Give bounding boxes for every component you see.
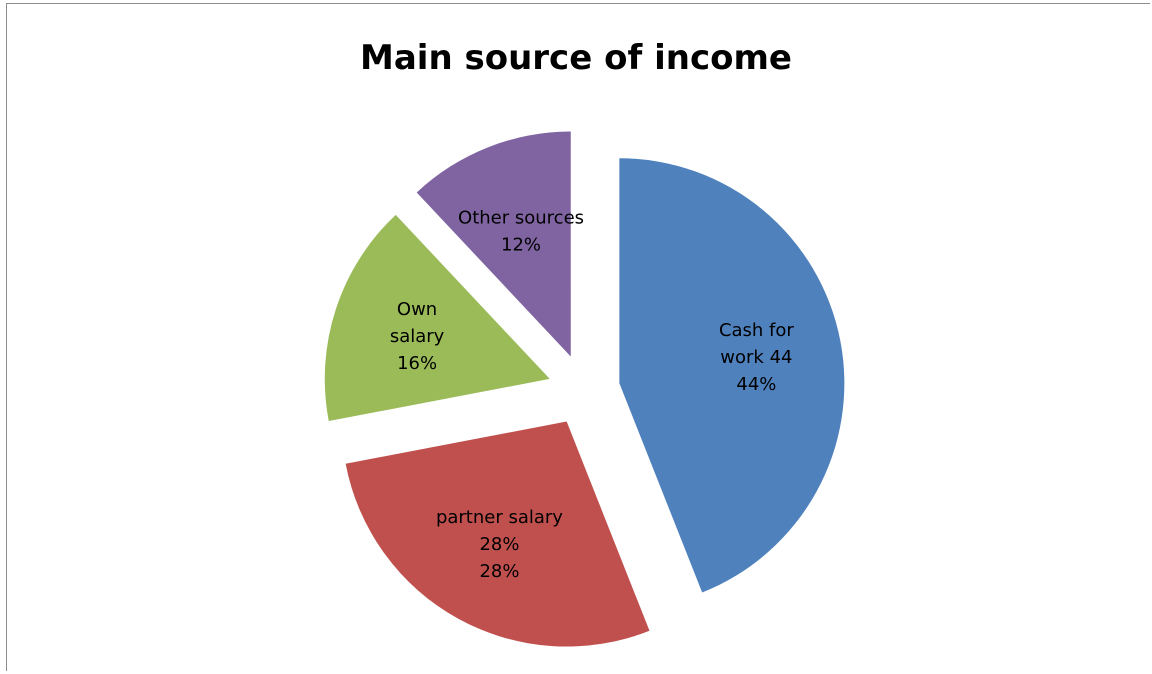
pie-slice-3 <box>324 214 550 422</box>
pie-slice-4 <box>416 131 571 357</box>
pie-slice-1 <box>619 158 845 593</box>
chart-title: Main source of income <box>360 38 792 78</box>
slice-category-label: partner salary 28% <box>436 507 563 555</box>
slice-category-label: Own salary <box>390 299 445 347</box>
slice-percent-label: 12% <box>501 235 541 256</box>
slice-percent-label: 16% <box>397 353 437 374</box>
slice-label-1: Cash for work 44 44% <box>719 320 794 395</box>
slice-label-4: Other sources 12% <box>458 208 584 256</box>
slice-category-label: Cash for work 44 <box>719 320 794 368</box>
slice-percent-label: 44% <box>736 374 776 395</box>
slice-label-3: Own salary 16% <box>390 299 445 374</box>
slice-category-label: Other sources <box>458 208 584 229</box>
slice-percent-label: 28% <box>479 561 519 582</box>
slice-label-2: partner salary 28% 28% <box>436 507 563 582</box>
pie-slice-2 <box>345 421 650 647</box>
